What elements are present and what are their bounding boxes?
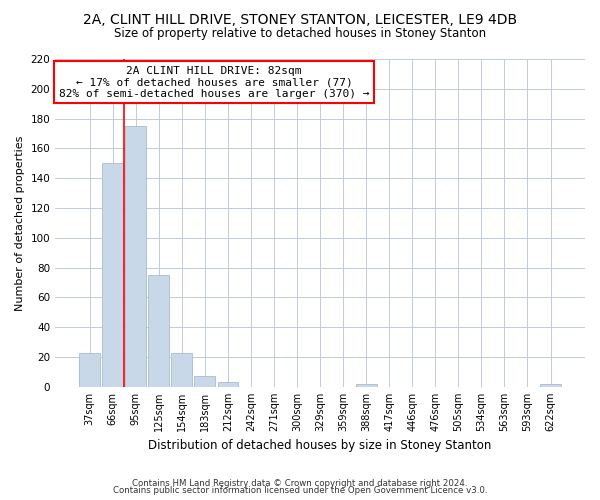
Y-axis label: Number of detached properties: Number of detached properties [15,136,25,310]
Bar [356,384,377,387]
Text: Size of property relative to detached houses in Stoney Stanton: Size of property relative to detached ho… [114,28,486,40]
Bar [194,376,215,387]
Text: 2A, CLINT HILL DRIVE, STONEY STANTON, LEICESTER, LE9 4DB: 2A, CLINT HILL DRIVE, STONEY STANTON, LE… [83,12,517,26]
Bar [125,126,146,387]
Text: Contains public sector information licensed under the Open Government Licence v3: Contains public sector information licen… [113,486,487,495]
Bar [540,384,561,387]
Text: 2A CLINT HILL DRIVE: 82sqm
← 17% of detached houses are smaller (77)
82% of semi: 2A CLINT HILL DRIVE: 82sqm ← 17% of deta… [59,66,370,99]
Bar [218,382,238,387]
Bar [79,352,100,387]
Bar [148,275,169,387]
Text: Contains HM Land Registry data © Crown copyright and database right 2024.: Contains HM Land Registry data © Crown c… [132,478,468,488]
Bar [172,352,192,387]
X-axis label: Distribution of detached houses by size in Stoney Stanton: Distribution of detached houses by size … [148,440,492,452]
Bar [102,164,123,387]
